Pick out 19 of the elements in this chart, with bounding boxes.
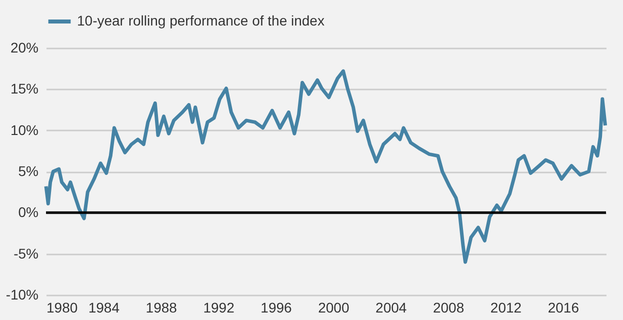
x-tick-label: 2004 bbox=[376, 300, 407, 316]
y-tick-label: -10% bbox=[6, 286, 38, 302]
x-tick-label: 2016 bbox=[548, 300, 580, 316]
line-series bbox=[44, 69, 608, 264]
y-tick-label: 20% bbox=[10, 40, 38, 56]
y-tick-label: 10% bbox=[10, 122, 38, 138]
y-tick-label: -5% bbox=[14, 245, 38, 262]
y-tick-label: 15% bbox=[10, 80, 38, 97]
x-tick-label: 1984 bbox=[88, 300, 120, 316]
y-tick-label: 0% bbox=[18, 204, 38, 220]
y-tick-label: 5% bbox=[18, 163, 38, 179]
x-tick-label: 2000 bbox=[318, 300, 350, 316]
x-tick-label: 2012 bbox=[490, 300, 522, 316]
x-tick-label: 1988 bbox=[146, 300, 178, 316]
x-tick-label: 1996 bbox=[260, 300, 292, 316]
legend-label: 10-year rolling performance of the index bbox=[77, 12, 324, 28]
x-tick-label: 2008 bbox=[432, 300, 464, 316]
x-tick-label: 1992 bbox=[203, 300, 235, 316]
x-tick-label: 1980 bbox=[46, 300, 78, 316]
